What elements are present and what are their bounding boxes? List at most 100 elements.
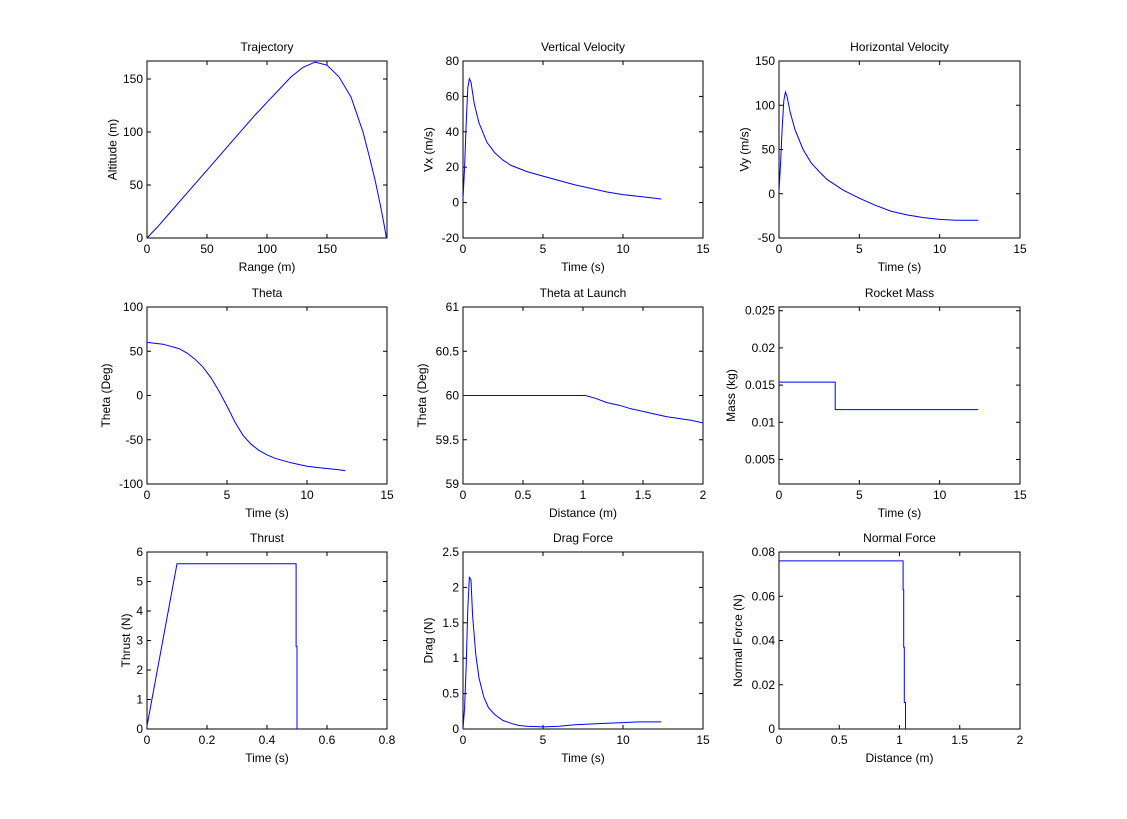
x-tick-label: 5: [856, 242, 863, 256]
y-axis-label: Normal Force (N): [731, 594, 745, 687]
y-axis-label: Theta (Deg): [415, 363, 429, 427]
axes-box: [778, 306, 1021, 485]
x-tick-label: 10: [616, 733, 630, 747]
x-tick-label: 1.5: [951, 733, 968, 747]
x-tick-label: 5: [540, 242, 547, 256]
chart-title: Theta: [252, 286, 283, 300]
y-tick-label: 100: [123, 300, 143, 314]
y-tick-label: 0: [452, 196, 459, 210]
x-axis-label: Distance (m): [549, 506, 617, 520]
chart-title: Drag Force: [553, 531, 613, 545]
y-tick-label: -50: [126, 433, 144, 447]
y-tick-label: 0.04: [752, 634, 776, 648]
y-tick-label: 100: [755, 98, 775, 112]
y-tick-label: 0.06: [752, 589, 776, 603]
x-tick-label: 1.5: [635, 488, 652, 502]
chart-title: Vertical Velocity: [541, 40, 625, 54]
y-tick-label: 0.005: [745, 452, 775, 466]
chart-title: Theta at Launch: [540, 286, 627, 300]
y-tick-label: 0: [136, 722, 143, 736]
x-axis-label: Time (s): [245, 751, 289, 765]
x-tick-label: 5: [224, 488, 231, 502]
x-tick-label: 0.8: [379, 733, 396, 747]
axes-box: [146, 306, 388, 485]
x-tick-label: 10: [616, 242, 630, 256]
x-axis-label: Time (s): [878, 506, 922, 520]
subplot-normal-force: 0 0.5 1 1.5 2 0 0.02 0.04 0.06 0.08 Normal Force Di…: [731, 531, 1024, 765]
x-tick-label: 15: [1013, 242, 1027, 256]
x-tick-label: 100: [257, 242, 277, 256]
x-tick-label: 0: [776, 242, 783, 256]
x-tick-label: 0: [144, 242, 151, 256]
x-tick-label: 5: [856, 488, 863, 502]
y-axis-label: Thrust (N): [119, 613, 133, 667]
axes-box: [778, 551, 1021, 730]
subplot-theta-at-launch: 0 0.5 1 1.5 2 59 59.5 60 60.5 61 Theta at Launch Di…: [415, 286, 707, 520]
y-tick-label: 59.5: [436, 433, 460, 447]
y-tick-label: 0.08: [752, 545, 776, 559]
series-line-Vx: [462, 77, 662, 200]
x-axis-label: Range (m): [239, 260, 296, 274]
y-tick-label: 2: [136, 663, 143, 677]
y-tick-label: 0.015: [745, 378, 775, 392]
y-axis-label: Drag (N): [422, 617, 436, 663]
y-tick-label: 0.02: [752, 341, 776, 355]
y-tick-label: 2.5: [442, 545, 459, 559]
y-tick-label: 1.5: [442, 616, 459, 630]
x-axis-label: Distance (m): [865, 751, 933, 765]
y-tick-label: 1: [452, 651, 459, 665]
axes-box: [778, 60, 1021, 239]
y-tick-label: 0.5: [442, 687, 459, 701]
chart-title: Rocket Mass: [865, 286, 934, 300]
y-axis-label: Vy (m/s): [738, 127, 752, 171]
y-tick-label: 59: [446, 477, 460, 491]
y-tick-label: 3: [136, 634, 143, 648]
y-tick-label: 0: [136, 389, 143, 403]
x-tick-label: 0.5: [515, 488, 532, 502]
series-line-theta: [146, 341, 346, 472]
x-tick-label: 0: [144, 733, 151, 747]
y-tick-label: 60: [446, 89, 460, 103]
y-tick-label: 0: [768, 187, 775, 201]
chart-title: Horizontal Velocity: [850, 40, 949, 54]
subplot-trajectory: 0 50 100 150 0 50 100 150 Trajectory Range (m) Alt…: [106, 40, 388, 274]
chart-title: Thrust: [250, 531, 285, 545]
subplot-theta: 0 5 10 15 -100 -50 0 50 100 Theta Time (s) Theta (D…: [99, 286, 394, 520]
subplot-drag-force: 0 5 10 15 0 0.5 1 1.5 2 2.5 Drag Force Time (s) Drag…: [422, 531, 710, 765]
x-tick-label: 0: [460, 488, 467, 502]
axes-box: [462, 60, 704, 239]
x-tick-label: 15: [380, 488, 394, 502]
y-tick-label: 50: [130, 178, 144, 192]
y-tick-label: 0: [768, 722, 775, 736]
y-tick-label: 0.02: [752, 678, 776, 692]
y-tick-label: 0.01: [752, 415, 776, 429]
series-line-Vy: [778, 90, 979, 221]
x-tick-label: 0.5: [831, 733, 848, 747]
y-tick-label: 50: [130, 344, 144, 358]
y-tick-label: 61: [446, 300, 460, 314]
axes-box: [146, 551, 388, 730]
x-tick-label: 0: [460, 733, 467, 747]
y-tick-label: 4: [136, 604, 143, 618]
x-tick-label: 2: [1017, 733, 1024, 747]
series-line-normal: [779, 560, 906, 729]
axes-box: [462, 551, 704, 730]
y-axis-label: Vx (m/s): [422, 127, 436, 172]
x-tick-label: 1: [580, 488, 587, 502]
x-tick-label: 10: [933, 242, 947, 256]
chart-title: Trajectory: [241, 40, 294, 54]
series-line-mass: [779, 381, 979, 411]
x-axis-label: Time (s): [561, 260, 605, 274]
y-tick-label: -50: [758, 231, 776, 245]
x-tick-label: 10: [300, 488, 314, 502]
x-axis-label: Time (s): [878, 260, 922, 274]
y-tick-label: -20: [442, 231, 460, 245]
y-tick-label: 1: [136, 693, 143, 707]
x-tick-label: 10: [933, 488, 947, 502]
y-tick-label: 0: [136, 231, 143, 245]
x-tick-label: 5: [540, 733, 547, 747]
x-tick-label: 0: [776, 733, 783, 747]
y-axis-label: Mass (kg): [724, 369, 738, 422]
y-tick-label: 150: [755, 54, 775, 68]
